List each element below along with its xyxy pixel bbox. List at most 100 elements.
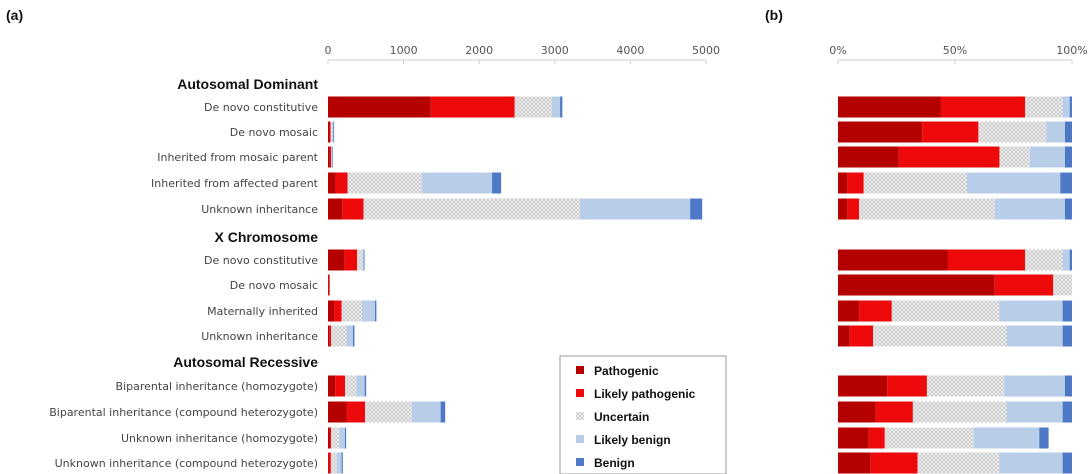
chart-b-bar-pathogenic (838, 121, 923, 143)
legend-label-uncertain: Uncertain (594, 410, 649, 424)
chart-a-bar-benign (492, 172, 502, 194)
chart-b-bar-benign (1069, 249, 1072, 271)
chart-b-bar-likely-pathogenic (868, 427, 885, 449)
row-label: Inherited from affected parent (151, 177, 319, 190)
chart-a-bar-pathogenic (328, 274, 329, 296)
chart-a-bar-likely-benign (339, 427, 346, 449)
chart-b-x-tick-label: 0% (829, 44, 846, 57)
chart-b-bar-likely-pathogenic (922, 121, 979, 143)
chart-a-bar-pathogenic (328, 427, 330, 449)
chart-b-bar-likely-pathogenic (847, 172, 864, 194)
chart-b-bar-likely-pathogenic (849, 325, 874, 347)
chart-a-bar-likely-benign (421, 172, 493, 194)
chart-b-bar-uncertain (912, 401, 1007, 423)
chart-b-bar-benign (1064, 198, 1072, 220)
chart-a-x-tick-label: 3000 (541, 44, 569, 57)
chart-a-bar-uncertain (365, 401, 412, 423)
legend-label-pathogenic: Pathogenic (594, 364, 659, 378)
chart-b-bar-likely-benign (994, 198, 1065, 220)
chart-a-bar-benign (345, 427, 347, 449)
chart-b-bar-likely-pathogenic (898, 146, 1000, 168)
chart-b-bar-uncertain (1025, 96, 1063, 118)
chart-a-bar-uncertain (331, 325, 347, 347)
chart-b-x-tick-label: 50% (943, 44, 967, 57)
row-label: De novo constitutive (204, 101, 318, 114)
chart-b-bar-pathogenic (838, 427, 869, 449)
chart-b-bar-benign (1060, 172, 1072, 194)
chart-a-bar-pathogenic (328, 146, 330, 168)
chart-b-bar-likely-benign (1029, 146, 1065, 168)
chart-a-bar-likely-pathogenic (430, 96, 515, 118)
chart-b-bar-benign (1062, 300, 1072, 322)
chart-a-bar-pathogenic (328, 249, 345, 271)
row-label: Unknown inheritance (homozygote) (121, 432, 318, 445)
chart-b-bar-pathogenic (838, 375, 888, 397)
chart-b-percentages: 0% 50% 100% (829, 44, 1088, 474)
chart-a-bar-uncertain (347, 172, 422, 194)
chart-b-bar-benign (1064, 146, 1072, 168)
legend: Pathogenic Likely pathogenic Uncertain L… (559, 355, 727, 474)
chart-a-bar-uncertain (330, 121, 333, 143)
chart-b-bar-uncertain (917, 452, 1000, 474)
legend-swatch-likely-pathogenic (576, 389, 584, 397)
chart-a-bar-pathogenic (328, 121, 330, 143)
chart-a-bar-benign (364, 375, 367, 397)
chart-a-bar-pathogenic (328, 401, 347, 423)
chart-a-bar-pathogenic (328, 172, 336, 194)
chart-b-bar-pathogenic (838, 146, 899, 168)
chart-a-bar-pathogenic (328, 452, 329, 474)
legend-label-likely-pathogenic: Likely pathogenic (594, 387, 696, 401)
chart-a-bar-benign (333, 121, 335, 143)
legend-swatch-likely-benign (576, 435, 584, 443)
chart-b-bar-uncertain (873, 325, 1007, 347)
chart-b-bar-likely-pathogenic (875, 401, 913, 423)
chart-b-bar-likely-pathogenic (870, 452, 918, 474)
chart-a-bar-likely-benign (362, 300, 375, 322)
group-label-autosomal-dominant: Autosomal Dominant (177, 76, 318, 92)
chart-b-bar-uncertain (978, 121, 1047, 143)
chart-a-bar-benign (341, 452, 343, 474)
chart-b-bar-uncertain (926, 375, 1005, 397)
chart-a-bar-likely-pathogenic (329, 146, 332, 168)
chart-b-bar-benign (1064, 121, 1072, 143)
legend-swatch-benign (576, 458, 584, 466)
chart-b-bar-pathogenic (838, 198, 848, 220)
chart-a-bar-benign (352, 325, 355, 347)
chart-a-bar-likely-pathogenic (342, 198, 364, 220)
chart-a-bar-likely-pathogenic (335, 375, 346, 397)
chart-a-bar-benign (331, 146, 333, 168)
chart-a-bar-uncertain (357, 249, 363, 271)
legend-box (559, 355, 727, 474)
chart-b-x-tick-label: 100% (1056, 44, 1087, 57)
legend-swatch-uncertain (576, 412, 584, 420)
chart-b-bar-likely-benign (966, 172, 1061, 194)
chart-a-bar-likely-pathogenic (328, 452, 331, 474)
chart-b-bar-likely-pathogenic (947, 249, 1026, 271)
chart-b-bar-uncertain (863, 172, 967, 194)
chart-b-bar-likely-benign (1006, 401, 1063, 423)
row-label: Biparental inheritance (compound heteroz… (49, 406, 318, 419)
chart-b-bar-benign (1062, 325, 1072, 347)
row-label: Unknown inheritance (201, 330, 318, 343)
chart-a-bar-pathogenic (328, 325, 330, 347)
chart-b-bar-uncertain (999, 146, 1030, 168)
chart-b-bar-uncertain (1025, 249, 1063, 271)
chart-b-bar-pathogenic (838, 249, 948, 271)
chart-b-bar-likely-benign (999, 300, 1063, 322)
chart-a-bar-likely-pathogenic (329, 325, 332, 347)
row-label: Maternally inherited (207, 305, 318, 318)
chart-a-bar-benign (560, 96, 563, 118)
chart-a-bar-uncertain (330, 452, 337, 474)
chart-a-bar-likely-benign (411, 401, 441, 423)
chart-a-bar-pathogenic (328, 375, 336, 397)
chart-b-bar-likely-benign (1062, 96, 1070, 118)
chart-a-counts: 0 1000 2000 3000 4000 5000 Autosomal Dominant D… (49, 44, 720, 474)
chart-b-bar-benign (1062, 401, 1072, 423)
chart-b-bar-benign (1039, 427, 1049, 449)
row-label: De novo mosaic (230, 126, 318, 139)
chart-b-bar-benign (1064, 375, 1072, 397)
chart-a-bar-benign (440, 401, 446, 423)
chart-b-bar-pathogenic (838, 96, 941, 118)
chart-a-bar-likely-pathogenic (346, 401, 366, 423)
